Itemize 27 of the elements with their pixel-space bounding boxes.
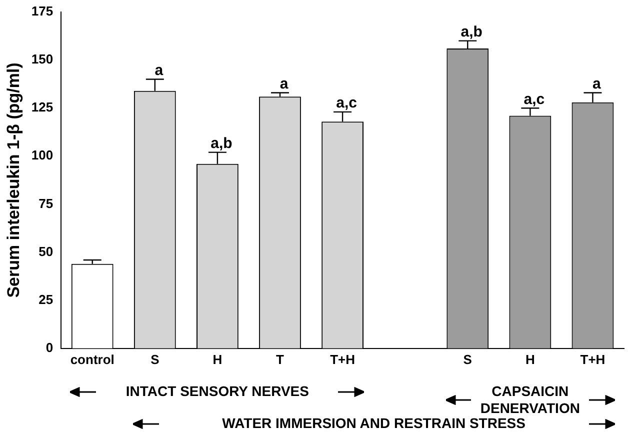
data-label: a,b (210, 134, 232, 152)
y-tick-label: 125 (31, 100, 54, 115)
data-label: a,c (524, 90, 545, 108)
data-label: a,c (336, 94, 357, 112)
x-tick-label: H (525, 352, 535, 367)
x-tick-label: S (150, 352, 160, 367)
y-axis-title: Serum interleukin 1-β (pg/ml) (4, 62, 23, 298)
text: CAPSAICIN DENERVATION (479, 383, 581, 417)
y-tick-label: 100 (31, 148, 54, 163)
y-tick-label: 0 (46, 340, 54, 355)
text: INTACT SENSORY NERVES (124, 383, 310, 400)
data-label: a (280, 75, 289, 92)
data-label: a (154, 62, 164, 79)
data-label: a (592, 75, 602, 92)
text: WATER IMMERSION AND RESTRAIN STRESS (221, 415, 526, 432)
y-tick-label: 150 (31, 52, 54, 67)
x-tick-label: T+H (330, 352, 356, 367)
x-tick-label: T+H (580, 352, 606, 367)
x-tick-label: S (463, 352, 472, 367)
x-tick-label: H (212, 352, 222, 367)
data-label: a,b (460, 23, 482, 40)
y-tick-label: 25 (38, 292, 54, 307)
x-tick-label: T (276, 352, 284, 367)
y-tick-label: 50 (38, 244, 54, 259)
x-tick-label: control (70, 352, 114, 367)
y-tick-label: 75 (38, 196, 54, 211)
y-tick-label: 175 (31, 4, 54, 19)
